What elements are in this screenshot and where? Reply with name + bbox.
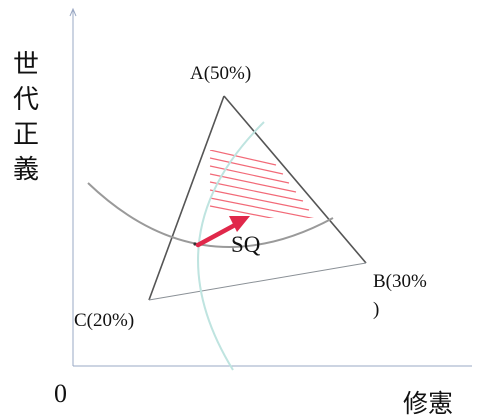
triangle-edge-ac [148, 95, 225, 301]
triangle-edge-cb [148, 262, 367, 301]
y-axis-label-char-1: 世 [13, 50, 39, 80]
y-axis-label-char-3: 正 [13, 120, 39, 150]
y-axis-label-char-4: 義 [13, 155, 39, 185]
indifference-curve-gray [87, 182, 334, 248]
triangle-edge-ab [223, 95, 367, 264]
status-quo-label: SQ [231, 232, 261, 257]
movement-arrow-head [229, 216, 250, 232]
origin-label: 0 [54, 379, 67, 408]
y-axis-arrowhead [69, 7, 77, 17]
y-axis-label-char-2: 代 [13, 85, 39, 115]
point-b-label: B(30% [373, 271, 427, 292]
point-c-label: C(20%) [74, 310, 134, 331]
point-b-label-continued: ) [373, 299, 379, 320]
indifference-curve-teal [197, 121, 265, 371]
movement-arrow-shaft [195, 222, 238, 248]
x-axis-label: 修憲 [403, 389, 453, 418]
point-a-label: A(50%) [190, 63, 251, 84]
hatched-win-set-region [209, 150, 322, 218]
